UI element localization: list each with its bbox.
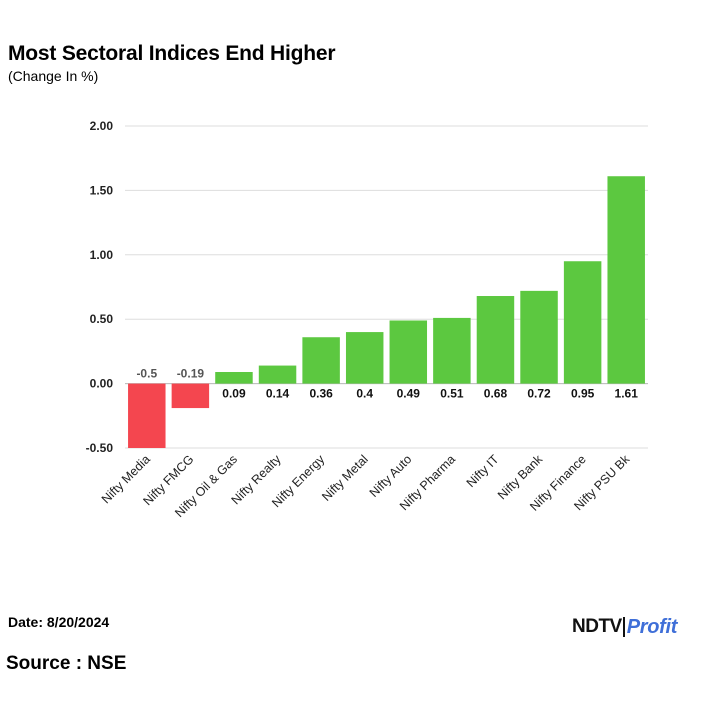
logo-profit-text: Profit bbox=[626, 615, 678, 638]
bar bbox=[258, 365, 297, 384]
chart-subtitle: (Change In %) bbox=[8, 68, 99, 84]
data-label: 0.68 bbox=[484, 387, 508, 401]
bar bbox=[520, 290, 558, 384]
logo-ndtv-text: NDTV bbox=[572, 616, 622, 637]
bar bbox=[171, 383, 210, 409]
bar bbox=[476, 296, 515, 384]
x-category-label: Nifty Metal bbox=[319, 452, 371, 504]
data-label: 0.51 bbox=[440, 387, 464, 401]
date-label: Date: 8/20/2024 bbox=[8, 614, 110, 630]
bar bbox=[607, 176, 645, 384]
data-label: 0.95 bbox=[571, 387, 595, 401]
x-category-label: Nifty IT bbox=[464, 452, 502, 490]
data-label: -0.5 bbox=[136, 367, 157, 381]
data-label: 0.4 bbox=[356, 387, 373, 401]
data-label: 1.61 bbox=[615, 387, 639, 401]
data-label: 0.49 bbox=[397, 387, 421, 401]
ndtv-profit-logo: NDTV Profit bbox=[572, 615, 677, 639]
bar bbox=[563, 261, 602, 384]
bar bbox=[433, 317, 471, 384]
bar bbox=[215, 372, 253, 384]
y-tick-label: 1.50 bbox=[90, 183, 114, 197]
source-label: Source : NSE bbox=[6, 653, 127, 674]
bar bbox=[128, 383, 166, 448]
logo-separator bbox=[622, 617, 625, 637]
data-label: 0.36 bbox=[309, 387, 333, 401]
y-tick-label: 2.00 bbox=[90, 119, 114, 133]
data-label: 0.14 bbox=[266, 387, 290, 401]
data-label: -0.19 bbox=[177, 367, 205, 381]
y-tick-label: 0.50 bbox=[90, 312, 114, 326]
bar bbox=[302, 337, 340, 384]
y-tick-label: 1.00 bbox=[90, 248, 114, 262]
bar bbox=[345, 332, 384, 384]
data-label: 0.72 bbox=[527, 387, 551, 401]
y-tick-label: 0.00 bbox=[90, 377, 114, 391]
bar bbox=[389, 320, 428, 384]
data-label: 0.09 bbox=[222, 387, 246, 401]
chart-title: Most Sectoral Indices End Higher bbox=[8, 42, 336, 65]
y-tick-label: -0.50 bbox=[86, 441, 114, 455]
